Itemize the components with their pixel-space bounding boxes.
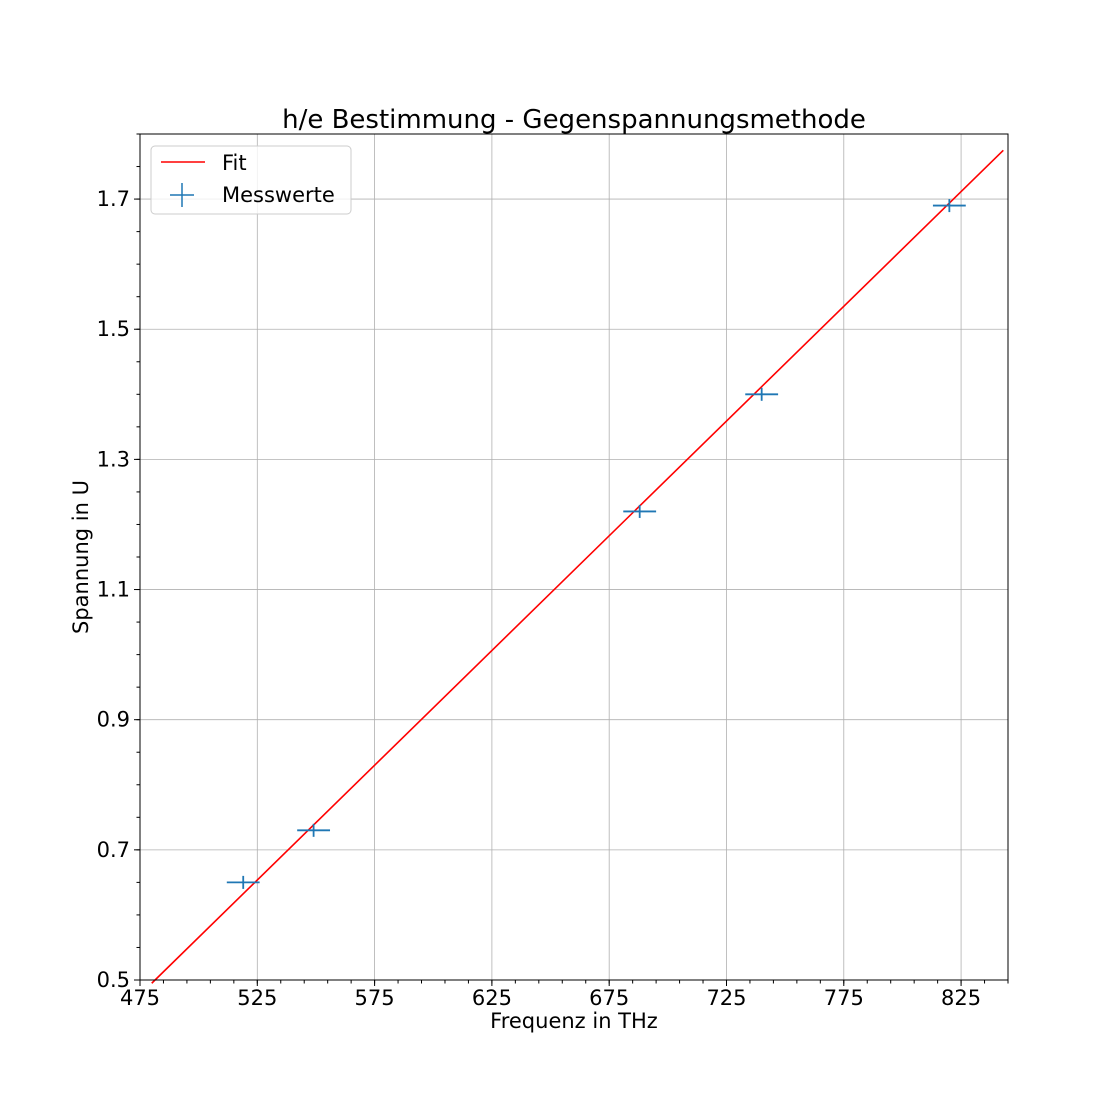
x-tick-label: 725 — [706, 986, 746, 1010]
y-axis-label: Spannung in U — [69, 480, 93, 634]
legend-messwerte-swatch — [170, 183, 194, 207]
legend-messwerte-label: Messwerte — [222, 183, 335, 207]
x-tick-label: 525 — [237, 986, 277, 1010]
legend-fit-label: Fit — [222, 151, 247, 175]
data-point — [297, 823, 331, 837]
x-tick-label: 575 — [355, 986, 395, 1010]
legend: Fit Messwerte — [150, 145, 352, 215]
x-axis-label: Frequenz in THz — [490, 1009, 658, 1033]
y-tick-label: 1.7 — [97, 187, 130, 211]
chart-title: h/e Bestimmung - Gegenspannungsmethode — [282, 105, 866, 135]
plot-frame — [139, 133, 1009, 981]
y-tick-label: 1.3 — [97, 447, 130, 471]
x-tick-label: 675 — [589, 986, 629, 1010]
y-tick-label: 0.7 — [97, 838, 130, 862]
x-tick-label: 475 — [120, 986, 160, 1010]
fit-line — [151, 149, 1004, 984]
axis-ticks: 475 525 575 625 675 725 775 825 0.5 0.7 0.9 1.1 1.3 1… — [97, 133, 1009, 1010]
data-point — [745, 387, 779, 401]
data-point — [932, 199, 966, 213]
data-point — [623, 504, 657, 518]
x-tick-label: 775 — [824, 986, 864, 1010]
y-tick-label: 0.9 — [97, 708, 130, 732]
data-points-layer — [226, 199, 966, 889]
grid — [139, 134, 1008, 981]
x-tick-label: 825 — [941, 986, 981, 1010]
fit-line-layer — [151, 149, 1004, 984]
y-tick-label: 1.1 — [97, 578, 130, 602]
y-tick-label: 1.5 — [97, 317, 130, 341]
data-point — [226, 875, 260, 889]
legend-box — [150, 145, 352, 215]
x-tick-label: 625 — [472, 986, 512, 1010]
y-tick-label: 0.5 — [97, 968, 130, 992]
